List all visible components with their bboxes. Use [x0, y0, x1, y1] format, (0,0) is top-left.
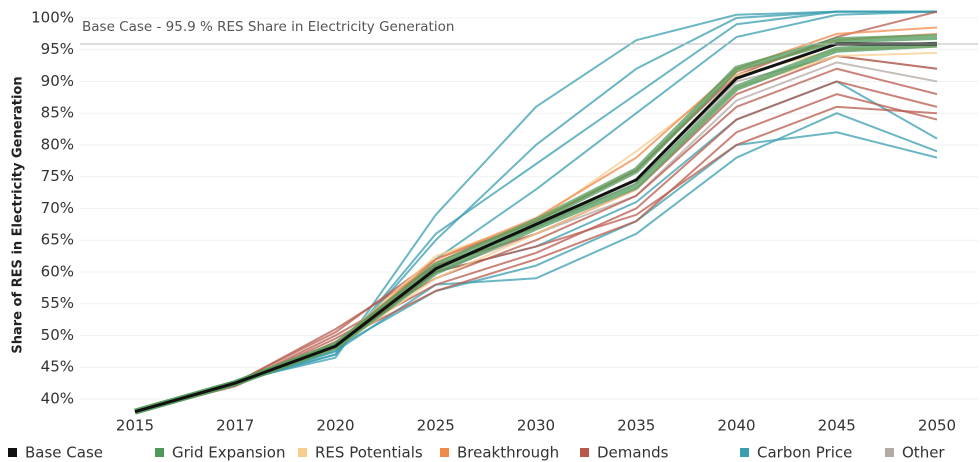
scenario-line: [134, 41, 938, 415]
x-tick-label: 2040: [717, 417, 755, 435]
x-tick-label: 2045: [818, 417, 856, 435]
legend-swatch: [298, 448, 307, 457]
legend-label: Breakthrough: [457, 444, 559, 462]
y-tick-label: 85%: [41, 104, 74, 122]
x-tick-label: 2015: [116, 417, 154, 435]
y-axis-label: Share of RES in Electricity Generation: [11, 76, 26, 353]
legend-label: Carbon Price: [757, 444, 852, 462]
x-tick-label: 2017: [216, 417, 254, 435]
legend-swatch: [885, 448, 894, 457]
legend-swatch: [155, 448, 164, 457]
y-tick-label: 100%: [31, 8, 74, 26]
y-tick-label: 90%: [41, 72, 74, 90]
x-tick-label: 2050: [918, 417, 956, 435]
scenario-line: [134, 10, 937, 413]
scenario-line: [134, 10, 938, 413]
base-case-line: [134, 42, 937, 414]
legend-swatch: [740, 448, 749, 457]
scenario-line: [134, 10, 937, 413]
y-tick-label: 80%: [41, 135, 74, 153]
legend-swatch: [8, 448, 17, 457]
y-tick-label: 75%: [41, 167, 74, 185]
x-tick-label: 2030: [517, 417, 555, 435]
x-tick-label: 2020: [316, 417, 354, 435]
scenario-line: [134, 10, 937, 413]
y-tick-label: 65%: [41, 231, 74, 249]
legend-label: Other: [902, 444, 945, 462]
x-tick-label: 2025: [417, 417, 455, 435]
reference-label: Base Case - 95.9 % RES Share in Electric…: [82, 19, 454, 35]
legend-swatch: [580, 448, 589, 457]
scenario-line: [134, 10, 938, 413]
x-tick-label: 2035: [617, 417, 655, 435]
y-tick-label: 95%: [41, 40, 74, 58]
y-tick-label: 50%: [41, 326, 74, 344]
legend-label: Base Case: [25, 444, 103, 462]
y-tick-label: 40%: [41, 389, 74, 407]
legend-label: RES Potentials: [315, 444, 423, 462]
legend-label: Grid Expansion: [172, 444, 286, 462]
y-tick-label: 70%: [41, 199, 74, 217]
y-tick-label: 55%: [41, 294, 74, 312]
y-tick-label: 45%: [41, 358, 74, 376]
legend-label: Demands: [597, 444, 669, 462]
legend-swatch: [440, 448, 449, 457]
y-tick-label: 60%: [41, 262, 74, 280]
